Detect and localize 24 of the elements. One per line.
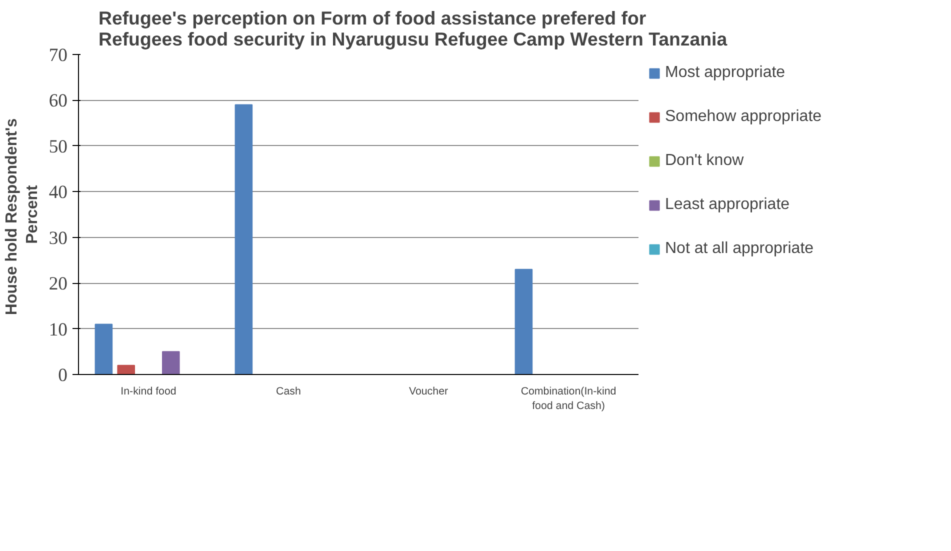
y-tick-label: 20 <box>48 274 68 295</box>
legend-label: Don't know <box>665 152 744 170</box>
legend-label: Somehow appropriate <box>665 108 822 126</box>
x-tick-label: Cash <box>276 386 302 398</box>
y-axis-title: House hold Respondent's Percent <box>3 118 41 316</box>
y-tick-label: 10 <box>48 319 68 340</box>
bar <box>162 351 180 374</box>
y-tick-label: 40 <box>48 182 68 204</box>
legend-label: Not at all appropriate <box>665 240 814 258</box>
y-tick-label: 60 <box>48 90 68 112</box>
bar <box>117 364 135 374</box>
y-tick-label: 50 <box>48 136 68 158</box>
legend-label: Least appropriate <box>665 196 790 214</box>
bar <box>234 104 253 374</box>
legend-label: Most appropriate <box>665 64 786 82</box>
x-tick-label: Voucher <box>408 386 449 398</box>
x-tick-label: Combination(In-kind food and Cash) <box>520 386 616 412</box>
bar <box>94 324 113 374</box>
x-tick-label: In-kind food <box>120 386 176 398</box>
bar <box>514 268 533 374</box>
y-tick-label: 70 <box>48 45 68 66</box>
y-tick-label: 30 <box>48 228 68 249</box>
chart-title: Refugee's perception on Form of food assistance prefered for Refugees food security in Nyarugusu Refugee Camp Western Tanzania <box>98 8 728 50</box>
y-tick-label: 0 <box>58 365 68 386</box>
